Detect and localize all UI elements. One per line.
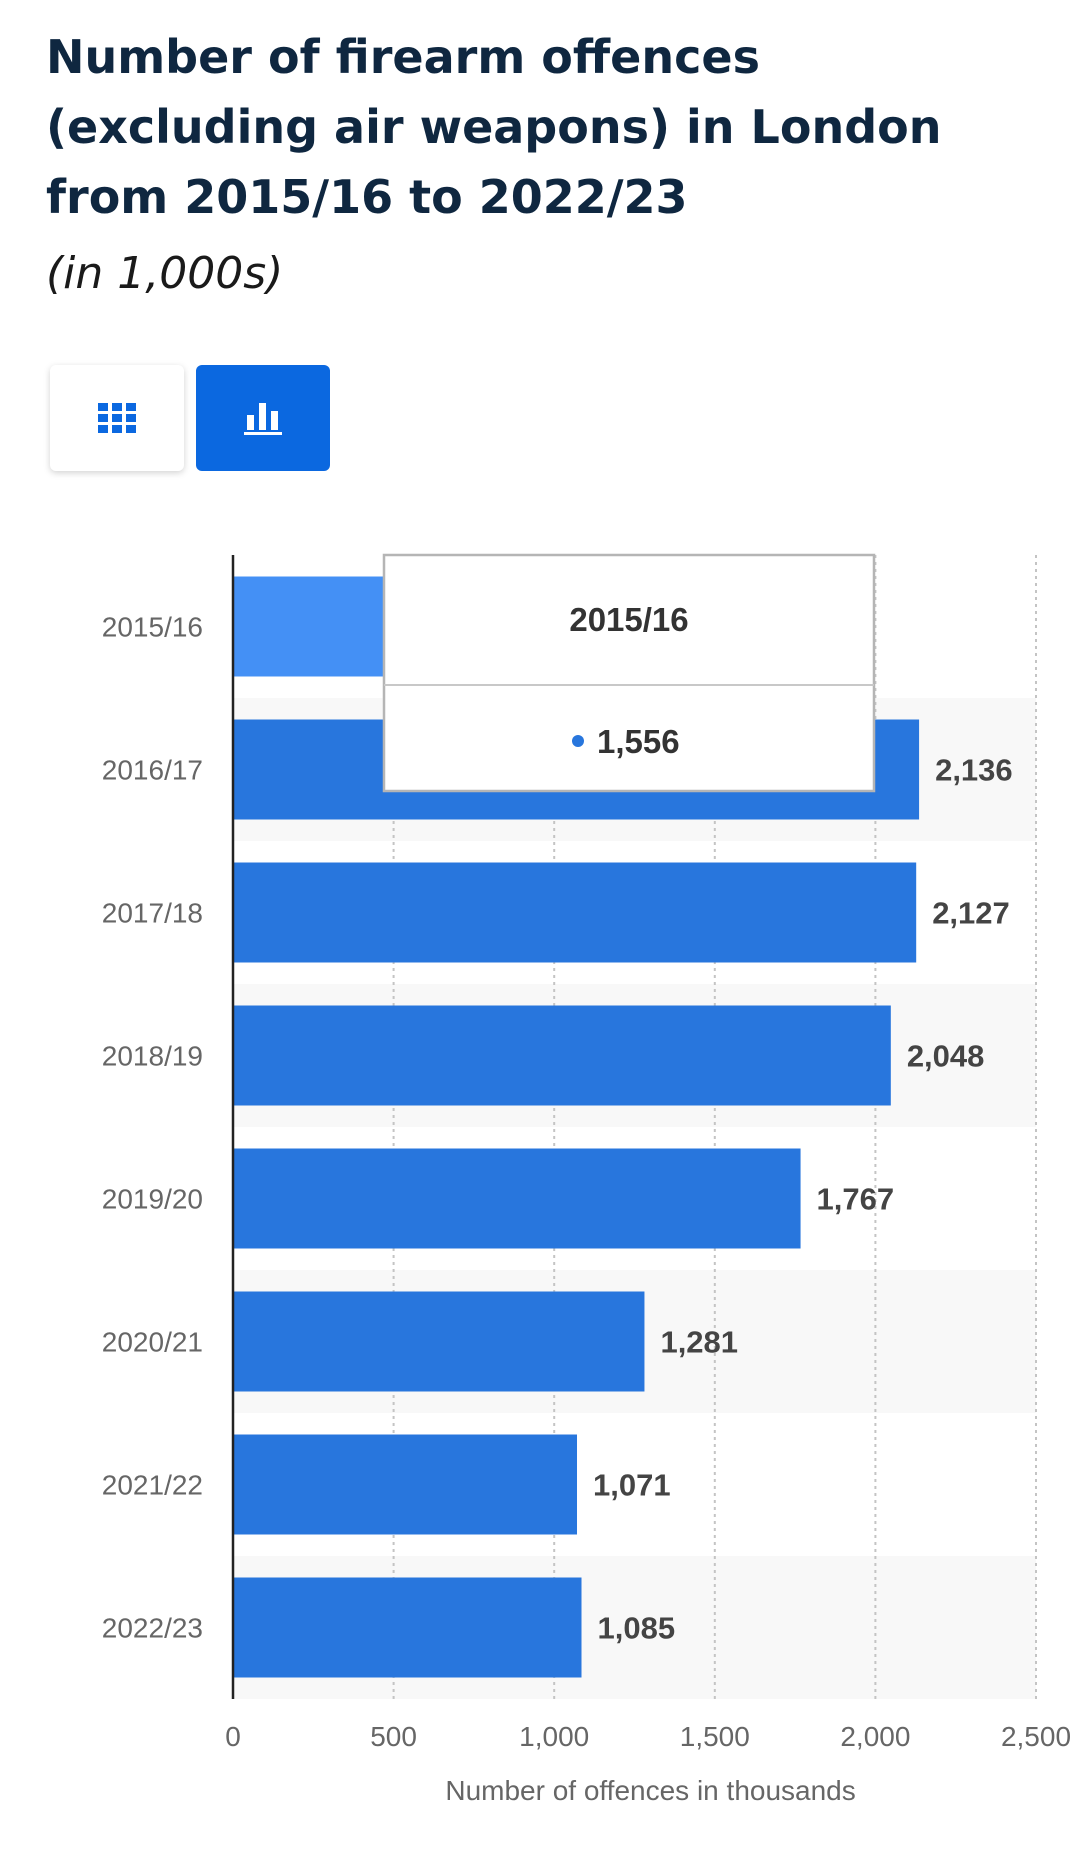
chart-subtitle: (in 1,000s) — [46, 248, 284, 299]
chart-title: Number of firearm offences (excluding ai… — [46, 30, 942, 224]
view-toggle — [50, 365, 330, 471]
bar[interactable] — [233, 1291, 645, 1392]
tooltip-series-dot — [572, 735, 584, 747]
bar-chart-icon — [244, 403, 282, 435]
value-label: 2,136 — [935, 753, 1013, 788]
category-label: 2018/19 — [102, 1041, 203, 1072]
value-label: 1,767 — [817, 1182, 895, 1217]
x-tick-label: 2,500 — [1001, 1721, 1071, 1752]
value-label: 1,281 — [660, 1325, 738, 1360]
x-tick-label: 2,000 — [840, 1721, 910, 1752]
bar[interactable] — [233, 1148, 801, 1249]
bar[interactable] — [233, 1434, 578, 1535]
table-view-button[interactable] — [50, 365, 184, 471]
value-label: 1,085 — [598, 1611, 676, 1646]
x-tick-label: 500 — [370, 1721, 417, 1752]
value-label: 1,071 — [593, 1468, 671, 1503]
category-label: 2022/23 — [102, 1613, 203, 1644]
bar[interactable] — [233, 1577, 582, 1678]
tooltip-value: 1,556 — [597, 723, 680, 760]
category-label: 2017/18 — [102, 898, 203, 929]
category-label: 2020/21 — [102, 1327, 203, 1358]
value-label: 2,127 — [932, 896, 1010, 931]
bar[interactable] — [233, 862, 917, 963]
grid-icon — [98, 403, 136, 433]
tooltip-category: 2015/16 — [569, 601, 688, 638]
chart-view-button[interactable] — [196, 365, 330, 471]
x-tick-label: 1,000 — [519, 1721, 589, 1752]
x-tick-label: 0 — [225, 1721, 241, 1752]
value-label: 2,048 — [907, 1039, 985, 1074]
category-label: 2015/16 — [102, 612, 203, 643]
tooltip-box — [382, 553, 876, 793]
category-label: 2016/17 — [102, 755, 203, 786]
category-label: 2019/20 — [102, 1184, 203, 1215]
tooltip: 2015/16 1,556 — [382, 553, 876, 793]
x-tick-label: 1,500 — [680, 1721, 750, 1752]
x-axis-title: Number of offences in thousands — [445, 1775, 855, 1806]
bar[interactable] — [233, 1005, 891, 1106]
bar-chart: 2015/16 2016/17 2017/18 2018/19 2019/20 2020/… — [102, 553, 1071, 1806]
category-label: 2021/22 — [102, 1470, 203, 1501]
